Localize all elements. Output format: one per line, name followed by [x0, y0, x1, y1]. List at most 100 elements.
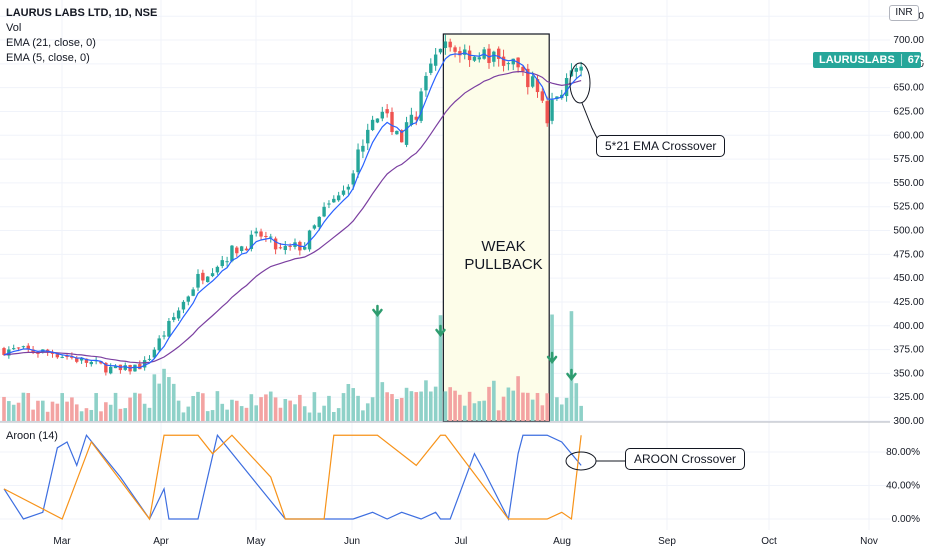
volume-bar [438, 315, 443, 421]
ema-crossover-callout: 5*21 EMA Crossover [596, 135, 726, 157]
candle-body [409, 114, 414, 126]
candle-body [273, 238, 278, 250]
volume-spike-arrows [372, 304, 577, 382]
volume-bar [302, 406, 307, 421]
candle-body [75, 357, 79, 362]
candle-body [332, 198, 336, 203]
aroon-down-line [3, 433, 582, 521]
legend-ema5[interactable]: EMA (5, close, 0) [6, 52, 90, 64]
volume-bar [336, 408, 341, 421]
volume-bar [540, 405, 545, 421]
candle-body [341, 190, 346, 195]
month-label: Sep [658, 536, 676, 547]
month-label: Mar [53, 536, 71, 547]
candle-body [346, 186, 351, 190]
volume-bar [31, 409, 35, 421]
candle-body [60, 356, 64, 358]
candle-body [157, 338, 161, 351]
volume-bar [390, 394, 394, 421]
price-tick-label: 300.00 [893, 416, 924, 427]
candle-body [138, 364, 142, 370]
volume-spike-arrow [372, 304, 383, 318]
volume-bar [215, 391, 220, 421]
volume-bar [395, 399, 399, 421]
volume-bar [123, 408, 128, 421]
volume-bar [113, 392, 118, 421]
aroon-legend[interactable]: Aroon (14) [6, 430, 58, 442]
month-label: Jun [344, 536, 360, 547]
volume-bar [375, 312, 380, 421]
candle-body [414, 116, 418, 120]
volume-bar [312, 392, 317, 421]
price-tick-label: 350.00 [893, 368, 924, 379]
volume-bar [414, 392, 419, 421]
last-price-tag: LAURUSLABS 679.80 [813, 52, 932, 68]
candle-body [254, 231, 258, 234]
price-tick-label: 375.00 [893, 345, 924, 356]
candle-body [21, 346, 26, 348]
volume-bar [70, 397, 74, 421]
candle-body [526, 68, 530, 88]
legend-title[interactable]: LAURUS LABS LTD, 1D, NSE [6, 7, 158, 19]
candle-body [438, 48, 443, 53]
volume-bar [535, 392, 540, 421]
volume-bar [569, 311, 574, 421]
volume-bar [356, 395, 360, 421]
weak-pullback-label: WEAK PULLBACK [452, 238, 555, 274]
candle-body [264, 235, 268, 237]
candle-body [477, 57, 481, 60]
legend-ema21[interactable]: EMA (21, close, 0) [6, 37, 96, 49]
candle-body [230, 245, 234, 262]
price-tick-label: 550.00 [893, 178, 924, 189]
candle-body [210, 273, 215, 277]
candle-body [167, 320, 171, 337]
volume-bar [41, 400, 45, 421]
volume-bar [555, 397, 559, 421]
weak-label-line2: PULLBACK [464, 256, 543, 273]
volume-bar [351, 388, 355, 421]
candle-body [191, 289, 195, 296]
volume-bar [264, 394, 268, 421]
candle-body [380, 111, 384, 119]
candle-body [322, 206, 326, 217]
ema-crossover-ellipse [569, 62, 591, 104]
ema21-line [3, 71, 582, 364]
legend-vol[interactable]: Vol [6, 22, 22, 34]
volume-bar [196, 391, 200, 421]
volume-bar [278, 407, 283, 421]
candle-body [375, 118, 380, 123]
volume-bar [142, 403, 147, 421]
volume-bar [167, 377, 171, 421]
candle-body [472, 56, 477, 61]
aroon-crossover-callout: AROON Crossover [625, 448, 746, 470]
volume-bar [453, 390, 457, 421]
volume-bar [230, 399, 234, 421]
volume-bar [341, 393, 346, 421]
candle-body [351, 173, 355, 185]
volume-bar [526, 392, 530, 421]
volume-bar [564, 397, 569, 421]
candle-body [511, 58, 515, 65]
weak-label-line1: WEAK [481, 238, 526, 255]
ema-crossover-connector [581, 102, 599, 141]
volume-bar [201, 393, 205, 421]
candle-body [196, 273, 200, 288]
volume-bar [118, 408, 123, 421]
volume-bar [496, 410, 501, 421]
price-tick-label: 525.00 [893, 202, 924, 213]
volume-bar [128, 397, 132, 421]
currency-button[interactable]: INR [889, 5, 919, 21]
candle-body [288, 245, 292, 247]
volume-bar [99, 411, 103, 421]
candle-body [16, 347, 21, 349]
candle-body [181, 301, 186, 310]
volume-bar [472, 403, 477, 421]
weak-pullback-zone [442, 33, 550, 422]
candle-body [142, 360, 147, 368]
candle-body [317, 216, 321, 227]
candle-body [448, 41, 452, 48]
volume-bar [254, 405, 258, 421]
candle-body [356, 149, 360, 173]
volume-bar [322, 405, 326, 421]
candle-body [312, 225, 317, 229]
